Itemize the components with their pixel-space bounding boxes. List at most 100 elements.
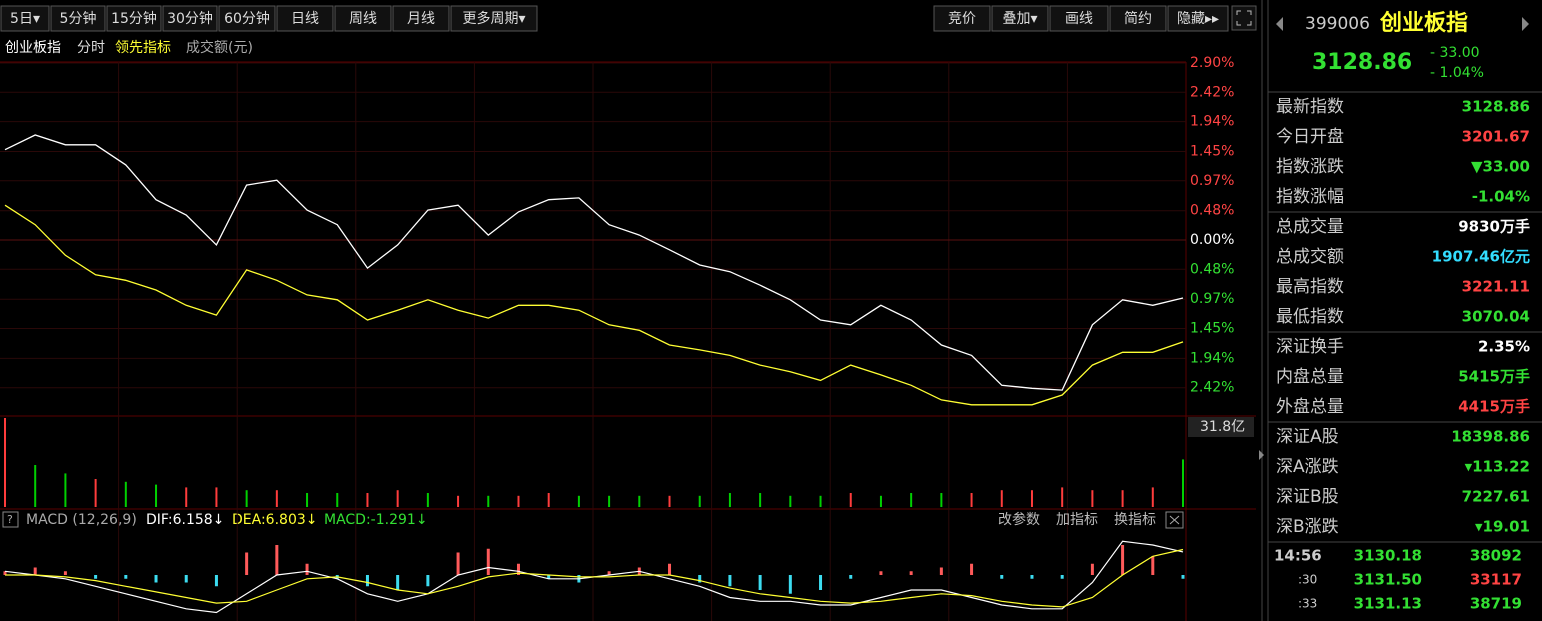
toolbar-button[interactable] (0, 5, 50, 32)
volume-bar (1151, 487, 1154, 507)
toolbar-button[interactable] (1109, 5, 1167, 32)
toolbar-button[interactable] (218, 5, 276, 32)
volume-bar (849, 493, 852, 507)
volume-bar (728, 493, 731, 507)
volume-bar (275, 490, 278, 507)
row-value: ▼33.00 (1471, 158, 1530, 176)
volume-bar (698, 495, 701, 507)
volume-bar (155, 484, 158, 507)
toolbar-button[interactable] (106, 5, 162, 32)
close-button[interactable] (1165, 511, 1184, 529)
toolbar-label[interactable]: 5日▾ (10, 11, 40, 27)
legend-index[interactable]: 创业板指 (5, 40, 61, 56)
toolbar-button[interactable] (50, 5, 106, 32)
row-value: 9830万手 (1458, 218, 1530, 236)
collapse-arrow[interactable] (1259, 450, 1264, 460)
macd-bar (547, 575, 551, 579)
y-tick-label: 1.94% (1190, 350, 1234, 366)
toolbar-label[interactable]: 60分钟 (224, 10, 270, 27)
toolbar-label[interactable]: 隐藏▸▸ (1177, 11, 1219, 27)
toolbar-button[interactable] (450, 5, 538, 32)
volume-bar (577, 495, 580, 507)
toolbar-label[interactable]: 月线 (407, 11, 435, 27)
toolbar-button[interactable] (1049, 5, 1109, 32)
row-label: 深B涨跌 (1276, 517, 1339, 537)
close-icon[interactable] (1169, 515, 1180, 525)
volume-bar (366, 493, 369, 507)
macd-bar (365, 575, 369, 587)
price-line (4, 204, 1184, 406)
indicator-action[interactable]: 换指标 (1114, 511, 1156, 528)
toolbar-label[interactable]: 竞价 (948, 10, 976, 27)
y-tick-label: 2.42% (1190, 84, 1234, 100)
row-label: 深A涨跌 (1276, 457, 1339, 477)
toolbar-label[interactable]: 日线 (291, 11, 319, 27)
toolbar-label[interactable]: 15分钟 (111, 10, 157, 27)
toolbar-button[interactable] (162, 5, 218, 32)
macd-bar (1060, 575, 1064, 579)
macd-bar (245, 552, 249, 575)
macd-bar (33, 567, 37, 575)
row-label: 深证A股 (1276, 427, 1339, 447)
quote-change: - 33.00 (1430, 45, 1480, 61)
volume-bar (547, 493, 550, 507)
legend-leading[interactable]: 领先指标 (115, 40, 171, 56)
macd-bar (214, 575, 218, 587)
tick-price: 3130.18 (1354, 547, 1422, 565)
quote-name: 创业板指 (1379, 11, 1468, 36)
tick-time: 14:56 (1274, 547, 1322, 565)
dea-label: DEA:6.803↓ (232, 512, 317, 528)
tick-time: :33 (1298, 597, 1317, 611)
macd-bar (1151, 556, 1155, 575)
dea-line (5, 548, 1184, 608)
fullscreen-button[interactable] (1231, 5, 1257, 31)
volume-bar (215, 487, 218, 507)
volume-bar (306, 493, 309, 507)
tick-price: 3131.13 (1354, 595, 1422, 613)
help-button[interactable] (2, 511, 19, 528)
toolbar-label[interactable]: 30分钟 (167, 10, 213, 27)
row-label: 深证换手 (1276, 337, 1344, 357)
toolbar-button[interactable] (933, 5, 991, 32)
next-arrow[interactable] (1522, 17, 1529, 31)
volume-bar (668, 495, 671, 507)
legend-intraday[interactable]: 分时 (77, 40, 105, 56)
y-tick-label: 0.48% (1190, 261, 1234, 277)
row-label: 总成交量 (1276, 217, 1344, 237)
toolbar-label[interactable]: 5分钟 (60, 10, 97, 27)
toolbar-label[interactable]: 周线 (349, 11, 377, 27)
macd-bar (970, 563, 974, 575)
indicator-action[interactable]: 加指标 (1056, 512, 1098, 528)
macd-label: MACD:-1.291↓ (324, 512, 428, 528)
indicator-action[interactable]: 改参数 (998, 511, 1040, 528)
volume-bar (910, 493, 913, 507)
toolbar-button[interactable] (1167, 5, 1229, 32)
volume-bar (457, 495, 460, 507)
macd-title: MACD (12,26,9) (26, 512, 137, 528)
row-label: 深证B股 (1276, 487, 1339, 507)
prev-arrow[interactable] (1276, 17, 1283, 31)
volume-bar (759, 493, 762, 507)
fullscreen-icon[interactable] (1236, 10, 1252, 26)
toolbar-button[interactable] (334, 5, 392, 32)
macd-bar (94, 575, 98, 579)
toolbar-label[interactable]: 画线 (1065, 11, 1093, 27)
toolbar-label[interactable]: 叠加▾ (1002, 11, 1037, 27)
toolbar-label[interactable]: 更多周期▾ (462, 10, 525, 27)
macd-bar (909, 571, 913, 575)
volume-bar (396, 490, 399, 507)
toolbar-button[interactable] (276, 5, 334, 32)
legend-turnover[interactable]: 成交额(元) (186, 39, 253, 56)
macd-bar (1121, 545, 1125, 575)
volume-bar (487, 495, 490, 507)
row-label: 最新指数 (1276, 97, 1344, 117)
toolbar-button[interactable] (991, 5, 1049, 32)
macd-bar (1090, 563, 1094, 575)
macd-bar (668, 563, 672, 575)
volume-bar (4, 418, 6, 507)
row-value: 3201.67 (1462, 128, 1530, 146)
help-icon[interactable]: ? (7, 513, 13, 526)
toolbar-button[interactable] (392, 5, 450, 32)
row-label: 最高指数 (1276, 277, 1344, 297)
toolbar-label[interactable]: 简约 (1124, 10, 1152, 27)
